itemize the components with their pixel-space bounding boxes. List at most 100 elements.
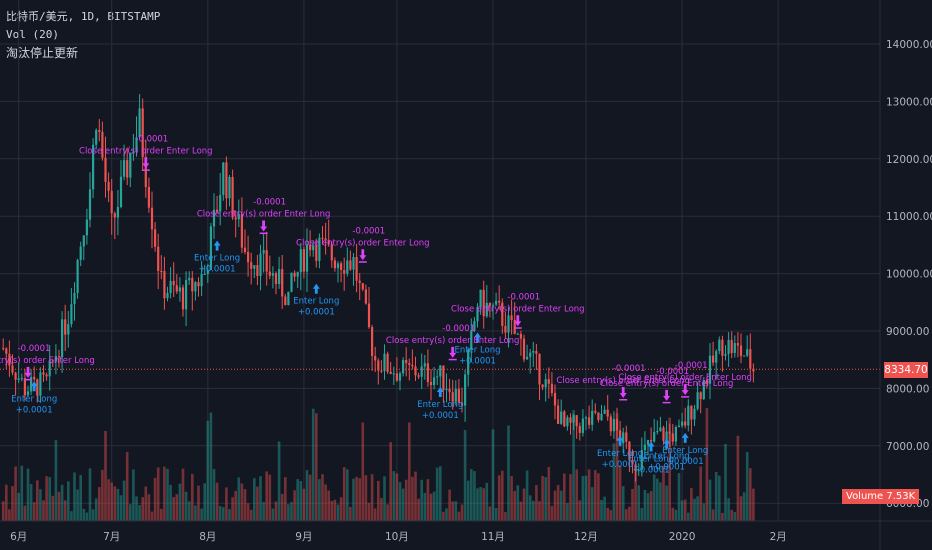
volume-bar (17, 492, 20, 521)
price-axis[interactable]: 14000.00 13000.00 12000.00 11000.00 10000.00… (886, 39, 932, 510)
buy-arrow-icon (647, 441, 655, 452)
candle-body (200, 274, 203, 287)
volume-bar (606, 507, 609, 521)
candle-body (107, 181, 110, 191)
volume-bar (497, 475, 501, 521)
volume-bar (603, 496, 606, 521)
volume-bar (423, 492, 427, 521)
candle-body (374, 356, 377, 361)
candle-body (687, 405, 690, 426)
candle-body (358, 280, 361, 284)
candle-body (48, 360, 51, 377)
sell-arrow-icon (359, 249, 367, 261)
candle-body (287, 291, 290, 306)
candle-body (228, 177, 231, 199)
candle-body (557, 405, 560, 424)
buy-signal-label: Enter Long (597, 449, 643, 459)
candle-body (383, 353, 386, 372)
candle-body (166, 292, 169, 299)
volume-bar (677, 473, 681, 521)
candle-body (355, 257, 358, 281)
candle-body (426, 363, 429, 383)
candle-body (712, 355, 715, 363)
time-axis[interactable]: 6月 7月 8月 9月 10月 11月 12月 2020 2月 (10, 531, 787, 543)
volume-bar (79, 475, 82, 521)
volume-bar (389, 442, 392, 521)
candle-body (172, 280, 175, 286)
volume-bar (308, 474, 312, 521)
volume-bar (745, 452, 749, 521)
volume-bar (383, 476, 386, 521)
candle-body (113, 213, 116, 218)
y-tick-label: 14000.00 (886, 39, 932, 51)
volume-bar (594, 470, 597, 521)
candle-body (386, 353, 389, 372)
candle-body (436, 376, 439, 378)
candle-body (51, 360, 54, 362)
candle-body (749, 349, 752, 369)
candle-body (181, 287, 185, 310)
candle-body (414, 366, 417, 376)
volume-bar (513, 490, 516, 521)
volume-bar (699, 466, 702, 521)
volume-bar (14, 466, 17, 521)
candle-body (488, 302, 491, 306)
candle-body (739, 345, 743, 356)
volume-bar (581, 475, 585, 521)
volume-bar (178, 483, 182, 521)
sell-signal-value: -0.0001 (656, 367, 689, 377)
sell-arrow-base (259, 232, 268, 235)
volume-bar (417, 498, 420, 521)
candle-body (696, 392, 699, 409)
volume-bar (153, 477, 157, 521)
candle-body (659, 427, 662, 432)
x-tick-label: 6月 (10, 531, 27, 543)
candle-body (259, 253, 262, 276)
volume-bar (222, 507, 225, 521)
candle-body (433, 377, 436, 386)
volume-bar (184, 491, 188, 521)
sell-arrow-base (681, 396, 690, 398)
candle-body (417, 375, 420, 377)
volume-bar (333, 499, 337, 521)
volume-bar (88, 468, 92, 521)
volume-bar (166, 468, 169, 521)
volume-bar (668, 417, 671, 521)
volume-bar (442, 511, 445, 521)
volume-bar (209, 412, 213, 521)
sell-signal-value: -0.0001 (352, 226, 385, 236)
volume-bar (138, 505, 141, 521)
volume-bar (439, 466, 442, 521)
candle-body (265, 250, 268, 272)
volume-bar (634, 468, 637, 521)
volume-bar (253, 478, 256, 521)
volume-bar (690, 488, 693, 521)
volume-bar (125, 451, 129, 521)
volume-bar (597, 473, 600, 521)
volume-bar (587, 469, 591, 521)
volume-tag: Volume 7.53K (842, 489, 920, 504)
volume-bar (277, 441, 281, 521)
sell-signal-label: Close entry(s) order Enter Long (556, 376, 690, 386)
candle-body (516, 333, 519, 335)
buy-signal-label: Enter Long (628, 455, 674, 465)
grid-lines (0, 0, 880, 521)
volume-bar (494, 508, 498, 521)
volume-bar (600, 499, 603, 521)
volume-bar (324, 484, 327, 521)
candle-body (367, 303, 371, 328)
volume-bar (191, 473, 194, 521)
volume-bar (426, 479, 430, 521)
candle-body (67, 324, 70, 335)
candle-body (631, 459, 634, 465)
buy-signal-label: Enter Long (644, 452, 690, 462)
volume-bar (470, 469, 473, 521)
volume-bar (652, 474, 656, 521)
volume-bar (702, 503, 706, 521)
volume-bar (172, 496, 175, 521)
buy-arrow-icon (663, 438, 671, 449)
candle-body (454, 388, 457, 402)
candle-body (578, 426, 581, 433)
candle-body (64, 319, 67, 335)
